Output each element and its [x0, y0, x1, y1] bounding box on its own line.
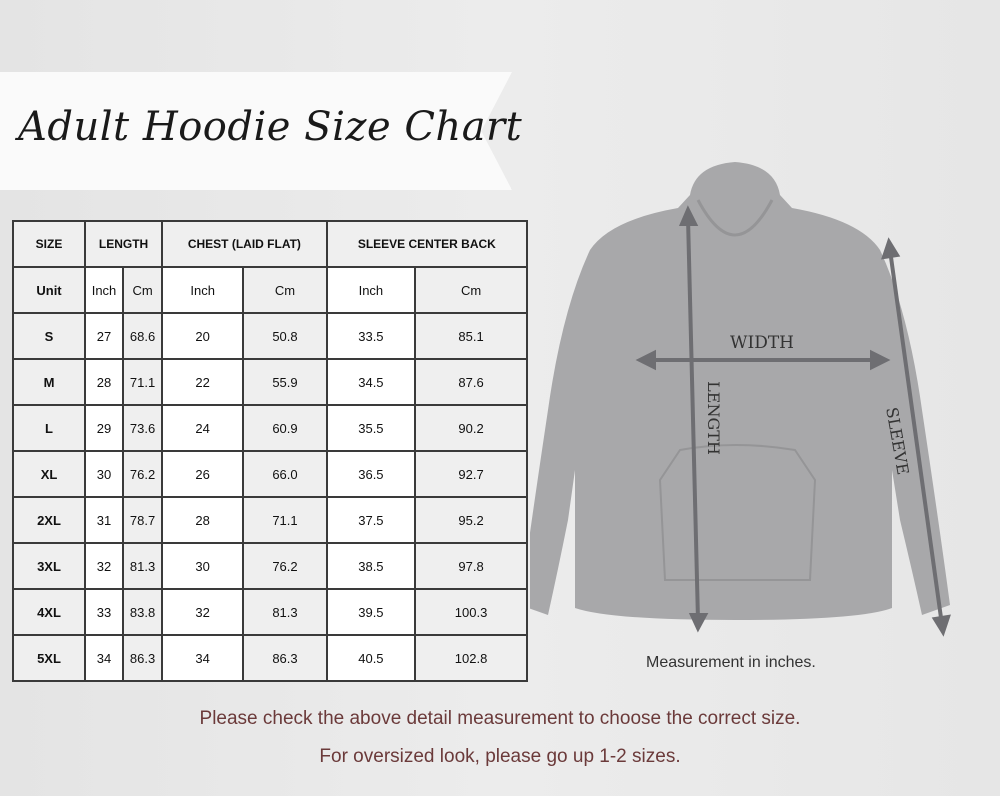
footer-line-1: Please check the above detail measuremen… — [199, 708, 801, 729]
value-cell: 40.5 — [325, 634, 417, 682]
value-cell: 20 — [161, 312, 245, 360]
value-cell: 31 — [83, 496, 125, 544]
value-cell: 100.3 — [414, 588, 528, 636]
header-cell: CHEST (LAID FLAT) — [161, 220, 328, 268]
value-cell: 28 — [161, 496, 245, 544]
unit-cell: Cm — [122, 266, 164, 314]
value-cell: 34 — [83, 634, 125, 682]
size-cell: 5XL — [12, 634, 86, 682]
value-cell: 34.5 — [325, 358, 417, 406]
width-label: WIDTH — [730, 333, 794, 353]
value-cell: 50.8 — [242, 312, 328, 360]
hoodie-diagram: WIDTH LENGTH SLEEVE — [530, 162, 951, 637]
unit-row: Unit Inch Cm Inch Cm Inch Cm — [12, 266, 528, 314]
value-cell: 32 — [161, 588, 245, 636]
value-cell: 26 — [161, 450, 245, 498]
value-cell: 60.9 — [242, 404, 328, 452]
footer-line-2: For oversized look, please go up 1-2 siz… — [319, 746, 681, 767]
value-cell: 81.3 — [122, 542, 164, 590]
table-row: 4XL 33 83.8 32 81.3 39.5 100.3 — [12, 588, 528, 636]
table-row: 5XL 34 86.3 34 86.3 40.5 102.8 — [12, 634, 528, 682]
size-cell: 3XL — [12, 542, 86, 590]
value-cell: 30 — [83, 450, 125, 498]
unit-cell: Cm — [414, 266, 528, 314]
length-label: LENGTH — [704, 381, 723, 455]
header-group-row: SIZE LENGTH CHEST (LAID FLAT) SLEEVE CENTER… — [12, 220, 529, 268]
value-cell: 81.3 — [242, 588, 328, 636]
table-row: XL 30 76.2 26 66.0 36.5 92.7 — [12, 450, 528, 498]
value-cell: 33.5 — [325, 312, 417, 360]
value-cell: 30 — [161, 542, 245, 590]
size-cell: L — [12, 404, 86, 452]
hoodie-silhouette — [530, 162, 950, 620]
value-cell: 73.6 — [122, 404, 164, 452]
value-cell: 97.8 — [414, 542, 528, 590]
value-cell: 90.2 — [414, 404, 528, 452]
table-row: 3XL 32 81.3 30 76.2 38.5 97.8 — [12, 542, 528, 590]
value-cell: 87.6 — [414, 358, 528, 406]
value-cell: 32 — [83, 542, 125, 590]
value-cell: 36.5 — [325, 450, 417, 498]
value-cell: 68.6 — [122, 312, 164, 360]
header-cell: LENGTH — [83, 220, 164, 268]
value-cell: 86.3 — [122, 634, 164, 682]
value-cell: 35.5 — [325, 404, 417, 452]
table-row: L 29 73.6 24 60.9 35.5 90.2 — [12, 404, 528, 452]
value-cell: 102.8 — [414, 634, 528, 682]
value-cell: 24 — [161, 404, 245, 452]
measurement-note: Measurement in inches. — [646, 654, 816, 671]
unit-cell: Inch — [83, 266, 125, 314]
size-cell: 4XL — [12, 588, 86, 636]
table-row: S 27 68.6 20 50.8 33.5 85.1 — [12, 312, 528, 360]
value-cell: 33 — [83, 588, 125, 636]
page-title: Adult Hoodie Size Chart — [18, 104, 523, 150]
value-cell: 34 — [161, 634, 245, 682]
value-cell: 55.9 — [242, 358, 328, 406]
value-cell: 39.5 — [325, 588, 417, 636]
value-cell: 27 — [83, 312, 125, 360]
size-cell: S — [12, 312, 86, 360]
value-cell: 28 — [83, 358, 125, 406]
header-cell: SLEEVE CENTER BACK — [325, 220, 529, 268]
value-cell: 95.2 — [414, 496, 528, 544]
value-cell: 37.5 — [325, 496, 417, 544]
unit-cell: Unit — [12, 266, 86, 314]
table-row: M 28 71.1 22 55.9 34.5 87.6 — [12, 358, 528, 406]
title-banner — [0, 72, 512, 190]
size-cell: XL — [12, 450, 86, 498]
unit-cell: Inch — [325, 266, 417, 314]
value-cell: 29 — [83, 404, 125, 452]
value-cell: 71.1 — [242, 496, 328, 544]
value-cell: 78.7 — [122, 496, 164, 544]
table-row: 2XL 31 78.7 28 71.1 37.5 95.2 — [12, 496, 528, 544]
value-cell: 38.5 — [325, 542, 417, 590]
value-cell: 76.2 — [242, 542, 328, 590]
value-cell: 71.1 — [122, 358, 164, 406]
unit-cell: Cm — [242, 266, 328, 314]
value-cell: 66.0 — [242, 450, 328, 498]
size-cell: M — [12, 358, 86, 406]
value-cell: 76.2 — [122, 450, 164, 498]
value-cell: 86.3 — [242, 634, 328, 682]
value-cell: 83.8 — [122, 588, 164, 636]
size-table: SIZE LENGTH CHEST (LAID FLAT) SLEEVE CENTER… — [12, 220, 529, 682]
header-cell: SIZE — [12, 220, 86, 268]
value-cell: 92.7 — [414, 450, 528, 498]
unit-cell: Inch — [161, 266, 245, 314]
value-cell: 85.1 — [414, 312, 528, 360]
size-cell: 2XL — [12, 496, 86, 544]
value-cell: 22 — [161, 358, 245, 406]
